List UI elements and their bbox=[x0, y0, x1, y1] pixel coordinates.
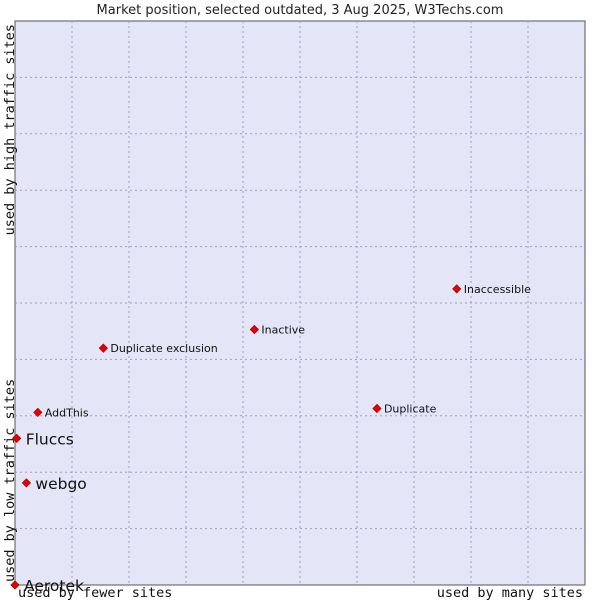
point-marker-fluccs bbox=[12, 433, 22, 443]
point-label-inactive: Inactive bbox=[261, 324, 305, 337]
point-marker-duplicate bbox=[372, 403, 382, 414]
chart-title: Market position, selected outdated, 3 Au… bbox=[97, 3, 504, 18]
x-axis-label-left: used by fewer sites bbox=[18, 585, 172, 600]
point-marker-inactive bbox=[249, 324, 260, 335]
data-points: Inaccessible Inactive Duplicate exclusion D… bbox=[10, 283, 531, 595]
point-label-fluccs: Fluccs bbox=[26, 430, 74, 448]
point-label-addthis: AddThis bbox=[45, 406, 89, 419]
grid-lines bbox=[15, 21, 585, 585]
point-marker-inaccessible bbox=[452, 284, 462, 294]
point-label-duplicate: Duplicate bbox=[384, 402, 437, 415]
x-axis-label-right: used by many sites bbox=[437, 585, 583, 600]
point-label-aerotek: Aerotek bbox=[24, 577, 84, 595]
point-marker-aerotek bbox=[10, 580, 20, 590]
y-axis-label-top: used by high traffic sites bbox=[2, 24, 18, 235]
point-marker-duplicate-exclusion bbox=[98, 343, 108, 353]
point-label-inaccessible: Inaccessible bbox=[464, 283, 531, 296]
point-label-duplicate-exclusion: Duplicate exclusion bbox=[110, 342, 217, 355]
y-axis-label-bottom: used by low traffic sites bbox=[2, 379, 18, 582]
point-marker-addthis bbox=[33, 407, 43, 418]
point-marker-webgo bbox=[21, 478, 32, 488]
point-label-webgo: webgo bbox=[35, 475, 86, 493]
